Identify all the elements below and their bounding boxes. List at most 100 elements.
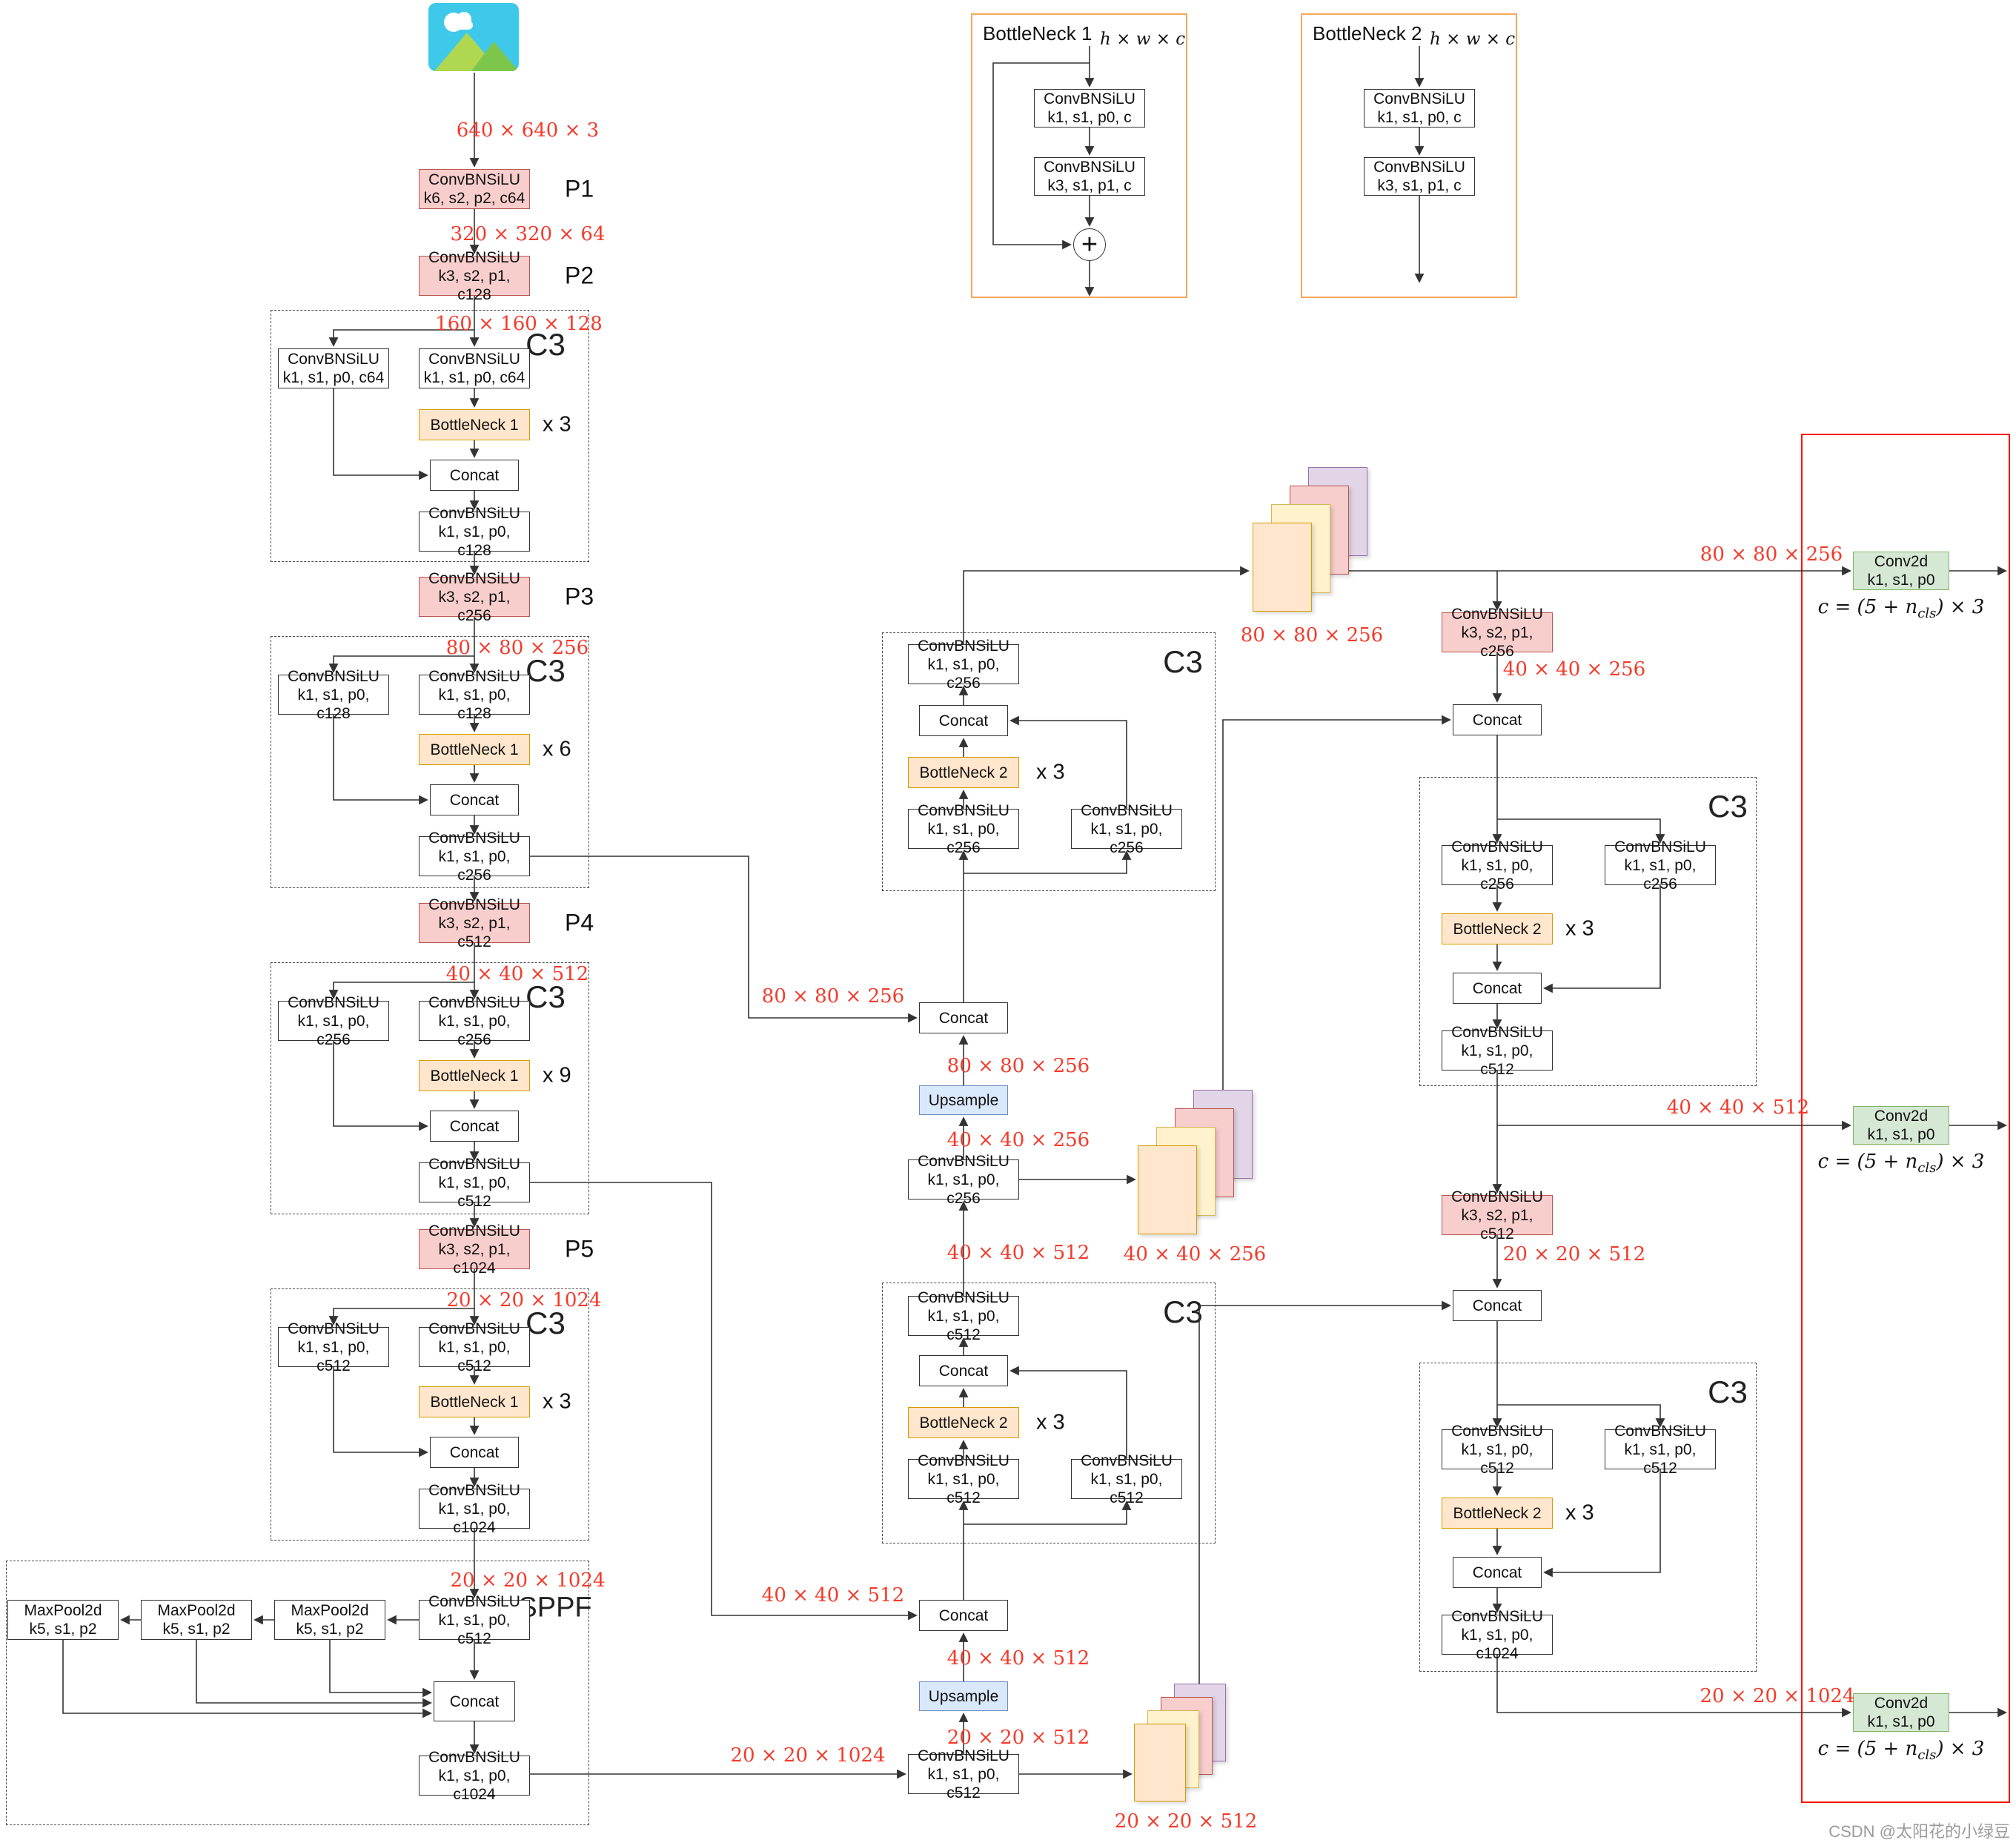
c3-4-conv-main: ConvBNSiLU k1, s1, p0, c512 [419,1320,530,1374]
input-image-icon [428,3,519,71]
tensor-shape-label-14: 80 × 80 × 256 [946,1055,1090,1077]
head-c3-1-conv-bypass-label: k1, s1, p0, c256 [1624,856,1697,893]
head-c3-1-conv-out-label: k1, s1, p0, c512 [1461,1042,1533,1078]
c3-3-concat-label: Concat [449,1117,500,1135]
sppf-conv-out: ConvBNSiLU k1, s1, p0, c1024 [419,1749,530,1803]
c3-4-conv-out: ConvBNSiLU k1, s1, p0, c1024 [419,1482,530,1536]
head-downsample-conv-1: ConvBNSiLU k3, s2, p1, c256 [1442,606,1553,660]
sppf-conv-out-label: ConvBNSiLU [428,1748,520,1766]
conv-p2-label: k3, s2, p1, c128 [438,267,511,303]
head-concat-2-label: Concat [1472,1297,1522,1314]
sppf-maxpool-3-label: MaxPool2d [291,1602,369,1619]
legend-bn2-conv-2-label: ConvBNSiLU [1373,159,1465,176]
sppf-maxpool-2-label: k5, s1, p2 [162,1621,231,1638]
backbone-c3-block-3-label: C3 [525,979,566,1014]
tensor-shape-label-20: 40 × 40 × 256 [1502,658,1646,681]
neck-c3-upper-conv-out-label: ConvBNSiLU [918,637,1009,655]
neck-c3-lower-conv-main-label: k1, s1, p0, c512 [927,1470,1000,1506]
head-channel-formula-part: cls [1917,1160,1937,1177]
c3-4-conv-out-label: ConvBNSiLU [428,1481,520,1499]
head-c3-1-conv-out: ConvBNSiLU k1, s1, p0, c512 [1442,1024,1553,1078]
repeat-count-label-2: x 6 [543,737,571,761]
neck-concat-2-label: Concat [938,1009,989,1027]
legend-bn2-conv-2-label: k3, s1, p1, c [1377,177,1462,194]
head-c3-1-bottleneck: BottleNeck 2 [1442,913,1553,944]
neck-c3-upper-conv-out-label: k1, s1, p0, c256 [927,655,1000,692]
head-channel-formula-part: cls [1917,1747,1937,1764]
head-c3-2-conv-bypass-label: k1, s1, p0, c512 [1624,1440,1697,1477]
head-c3-2-concat-label: Concat [1472,1564,1522,1581]
tensor-shape-label-2: 320 × 320 × 64 [450,223,606,245]
head-region-outline [1801,434,2010,1803]
c3-4-conv-left: ConvBNSiLU k1, s1, p0, c512 [278,1320,389,1374]
c3-2-conv-main: ConvBNSiLU k1, s1, p0, c128 [419,668,530,722]
repeat-count-label-3: x 9 [543,1063,571,1088]
conv-p4-label: ConvBNSiLU [428,896,520,913]
neck-upsample-1: Upsample [919,1681,1008,1711]
head-channel-formula-part: c = (5 + n [1817,1737,1918,1760]
c3-1-concat-label: Concat [449,466,500,484]
legend-bn1-conv-2-label: k3, s1, p1, c [1047,177,1132,194]
backbone-c3-block-1-label: C3 [525,327,566,362]
neck-conv-c256-label: k1, s1, p0, c256 [927,1171,1000,1207]
sppf-maxpool-3-label: k5, s1, p2 [296,1621,364,1638]
sppf-concat: Concat [434,1681,515,1721]
conv-p2-label: ConvBNSiLU [428,248,520,266]
sppf-maxpool-2: MaxPool2d k5, s1, p2 [141,1600,252,1640]
c3-3-conv-left-label: k1, s1, p0, c256 [297,1012,370,1048]
head-downsample-conv-2: ConvBNSiLU k3, s2, p1, c512 [1442,1188,1553,1243]
head-channel-formula-part: ) × 3 [1936,1150,1985,1173]
neck-c3-upper-concat: Concat [919,705,1008,736]
legend-bn1-conv-2: ConvBNSiLU k3, s1, p1, c [1034,157,1145,196]
tensor-shape-label-17: 40 × 40 × 256 [1123,1243,1267,1265]
neck-c3-lower-conv-bypass: ConvBNSiLU k1, s1, p0, c512 [1071,1452,1182,1506]
head-channel-formula-part: c = (5 + n [1817,1150,1918,1173]
stage-label-p4: P4 [565,909,594,936]
sppf-conv-in-label: ConvBNSiLU [428,1592,520,1610]
head-c3-2-concat: Concat [1453,1557,1542,1588]
conv-p4: ConvBNSiLU k3, s2, p1, c512 [419,896,530,950]
c3-2-concat-label: Concat [449,791,500,809]
neck-c3-upper-conv-main-label: k1, s1, p0, c256 [927,820,1000,856]
detect-conv2d-p3-label: Conv2d [1874,553,1929,570]
feature-map-stack-40x40x256-page-4 [1138,1145,1197,1234]
tensor-shape-label-5: 40 × 40 × 512 [445,963,589,985]
conv-p5-label: ConvBNSiLU [428,1222,520,1240]
c3-1-conv-left: ConvBNSiLU k1, s1, p0, c64 [278,348,389,388]
head-c3-1-conv-bypass: ConvBNSiLU k1, s1, p0, c256 [1605,838,1716,893]
repeat-count-label-4: x 3 [543,1389,571,1414]
c3-3-conv-out-label: ConvBNSiLU [428,1155,520,1173]
neck-c3-upper-conv-bypass: ConvBNSiLU k1, s1, p0, c256 [1071,802,1182,856]
backbone-c3-block-4: C3 [271,1288,589,1541]
neck-c3-upper-conv-bypass-label: ConvBNSiLU [1081,801,1173,819]
sppf-maxpool-3: MaxPool2d k5, s1, p2 [274,1600,385,1640]
c3-1-conv-main: ConvBNSiLU k1, s1, p0, c64 [419,348,530,388]
legend-bn1-add-icon: + [1073,228,1106,261]
stage-label-p5: P5 [565,1235,594,1263]
neck-conv-c512-label: k1, s1, p0, c512 [927,1765,1000,1801]
head-channel-formula-part: ) × 3 [1936,595,1985,618]
head-c3-1-conv-out-label: ConvBNSiLU [1451,1023,1543,1041]
head-c3-block-2-label: C3 [1708,1374,1748,1409]
c3-3-conv-out: ConvBNSiLU k1, s1, p0, c512 [419,1156,530,1210]
c3-2-conv-out-label: ConvBNSiLU [428,829,520,847]
sppf-block: SPPF [6,1561,592,1825]
neck-c3-upper-conv-bypass-label: k1, s1, p0, c256 [1090,820,1163,856]
tensor-shape-label-13: 40 × 40 × 256 [946,1129,1090,1151]
c3-3-conv-main-label: ConvBNSiLU [428,993,520,1011]
backbone-c3-block-1: C3 [271,310,589,562]
backbone-c3-block-3: C3 [271,962,589,1214]
feature-map-stack-80x80x256-page-4 [1253,523,1312,612]
c3-1-concat: Concat [430,460,519,491]
neck-c3-lower-conv-out-label: ConvBNSiLU [918,1288,1009,1306]
head-downsample-conv-2-label: k3, s2, p1, c512 [1461,1206,1533,1243]
head-channel-formula-part: cls [1917,606,1937,622]
head-downsample-conv-1-label: ConvBNSiLU [1451,605,1543,623]
input-shape-label-1: h × w × c [1100,30,1186,49]
head-c3-2-bottleneck-label: BottleNeck 2 [1453,1504,1542,1522]
detect-conv2d-p4-label: k1, s1, p0 [1867,1126,1935,1143]
tensor-shape-label-22: 20 × 20 × 512 [1502,1243,1646,1265]
detect-conv2d-p3: Conv2d k1, s1, p0 [1853,552,1949,590]
head-c3-1-conv-bypass-label: ConvBNSiLU [1614,838,1706,856]
head-c3-2-conv-main: ConvBNSiLU k1, s1, p0, c512 [1442,1423,1553,1477]
